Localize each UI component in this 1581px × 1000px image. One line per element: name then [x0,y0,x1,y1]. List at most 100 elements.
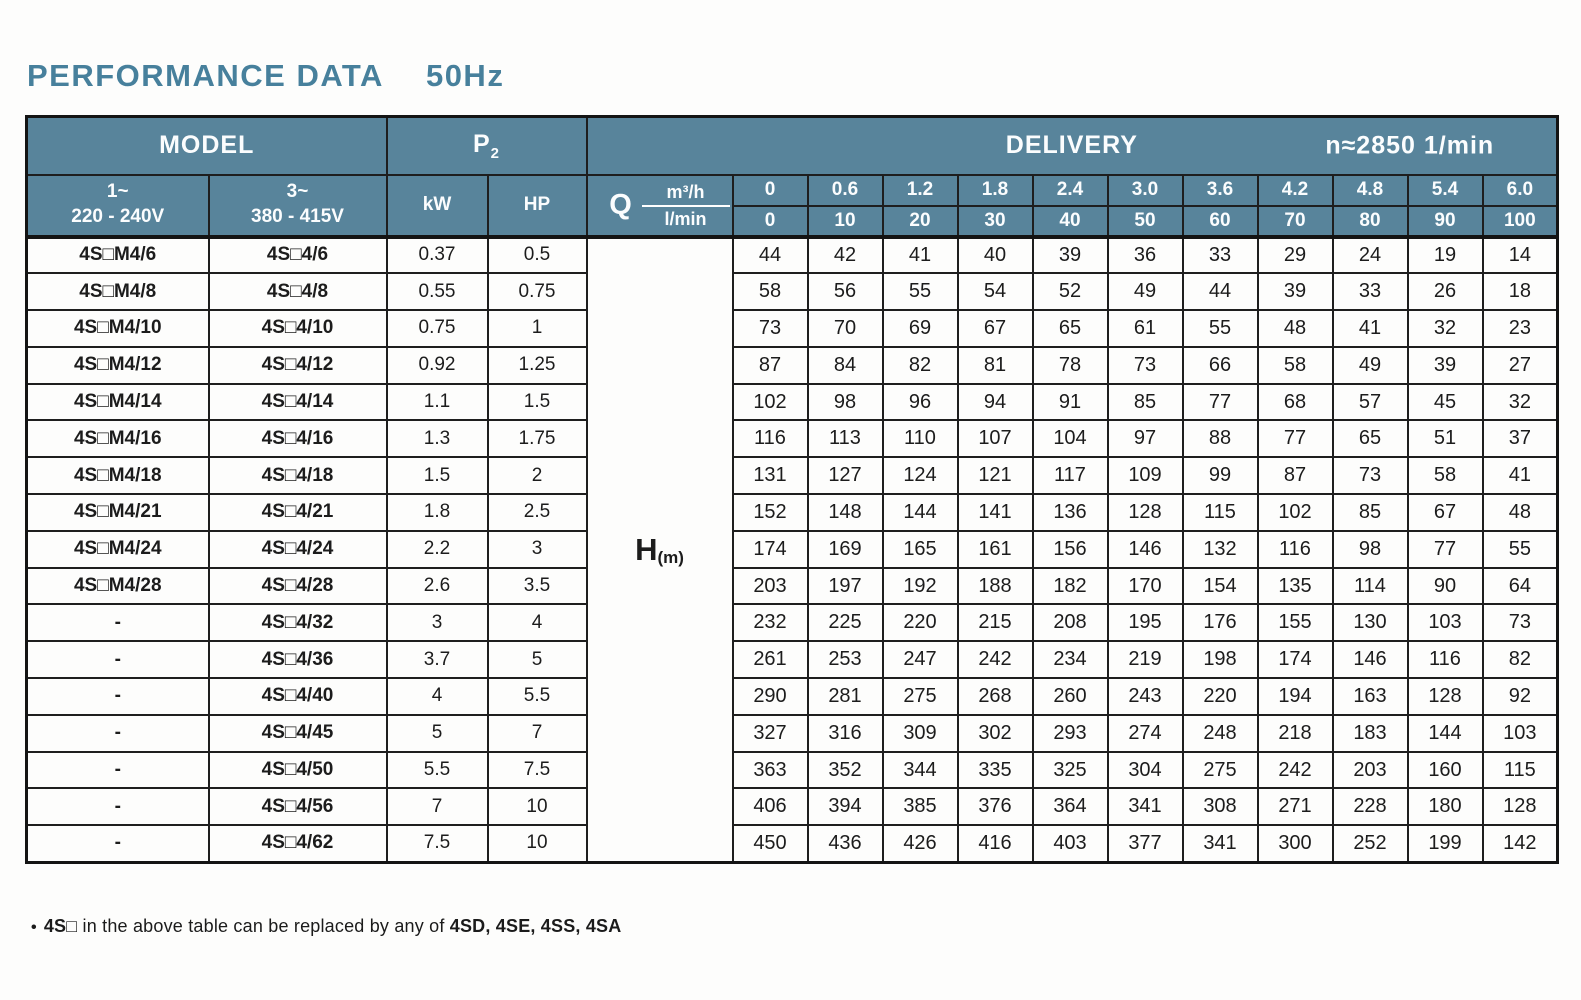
head-value-cell: 66 [1181,345,1259,385]
head-value-cell: 192 [881,566,959,606]
head-value-cell: 363 [731,750,809,790]
head-value-cell: 67 [956,309,1034,348]
kw-cell: 5 [385,713,489,753]
head-value-cell: 33 [1181,235,1259,275]
kw-cell: 0.92 [385,345,489,385]
head-value-cell: 155 [1256,603,1334,643]
head-value-cell: 18 [1481,272,1559,312]
head-value-cell: 99 [1181,456,1259,496]
head-value-cell: 169 [806,529,884,569]
hp-cell: 2.5 [486,493,588,532]
head-value-cell: 107 [956,419,1034,459]
kw-cell: 4 [385,677,489,716]
head-value-cell: 161 [956,529,1034,569]
kw-cell: 2.2 [385,529,489,569]
head-value-cell: 92 [1481,677,1559,716]
head-value-cell: 144 [881,493,959,532]
table-row: -4S□4/45 5 7 327 316 309 302 293 274 248 218 183 144… [25,713,1559,753]
head-value-cell: 275 [1181,750,1259,790]
head-value-cell: 300 [1256,824,1334,864]
kw-cell: 1.5 [385,456,489,496]
head-value-cell: 33 [1331,272,1409,312]
head-value-cell: 220 [1181,677,1259,716]
head-value-cell: 39 [1256,272,1334,312]
head-value-cell: 290 [731,677,809,716]
head-value-cell: 128 [1481,787,1559,827]
head-value-cell: 128 [1106,493,1184,532]
head-value-cell: 70 [806,309,884,348]
hp-cell: 1.25 [486,345,588,385]
head-value-cell: 281 [806,677,884,716]
model-three-phase-cell: 4S□4/18 [207,456,388,496]
head-value-cell: 274 [1106,713,1184,753]
head-value-cell: 302 [956,713,1034,753]
model-single-phase-cell: - [25,824,210,864]
footnote-models: 4SD, 4SE, 4SS, 4SA [449,916,622,936]
model-single-phase-cell: - [25,603,210,643]
head-value-cell: 135 [1256,566,1334,606]
head-value-cell: 121 [956,456,1034,496]
head-value-cell: 180 [1406,787,1484,827]
model-three-phase-cell: 4S□4/56 [207,787,388,827]
head-value-cell: 52 [1031,272,1109,312]
head-value-cell: 113 [806,419,884,459]
kw-cell: 2.6 [385,566,489,606]
delivery-lmin-col-10: 100 [1481,204,1559,239]
head-value-cell: 90 [1406,566,1484,606]
kw-cell: 7 [385,787,489,827]
kw-cell: 1.8 [385,493,489,532]
h-unit-label: (m) [657,547,684,567]
head-value-cell: 188 [956,566,1034,606]
hp-cell: 10 [486,824,588,864]
delivery-lmin-col-8: 80 [1331,204,1409,239]
head-value-cell: 48 [1481,493,1559,532]
bullet-icon: • [31,919,37,936]
hp-cell: 7.5 [486,750,588,790]
hp-cell: 0.5 [486,235,588,275]
head-value-cell: 40 [956,235,1034,275]
model-three-phase-cell: 4S□4/8 [207,272,388,312]
model-single-phase-cell: 4S□M4/16 [25,419,210,459]
head-value-cell: 82 [881,345,959,385]
head-value-cell: 98 [806,382,884,422]
head-value-cell: 124 [881,456,959,496]
head-value-cell: 110 [881,419,959,459]
head-value-cell: 94 [956,382,1034,422]
hp-cell: 3.5 [486,566,588,606]
head-value-cell: 195 [1106,603,1184,643]
head-value-cell: 154 [1181,566,1259,606]
hp-cell: 7 [486,713,588,753]
head-value-cell: 68 [1256,382,1334,422]
model-single-phase-cell: - [25,750,210,790]
head-value-cell: 84 [806,345,884,385]
head-value-cell: 55 [1181,309,1259,348]
model-three-phase-cell: 4S□4/50 [207,750,388,790]
model-three-phase-cell: 4S□4/32 [207,603,388,643]
head-value-cell: 73 [1106,345,1184,385]
performance-table: MODEL P2 DELIVERY n≈2850 1/min 1~ 220 - … [25,115,1560,864]
page-title: PERFORMANCE DATA 50Hz [27,58,504,94]
model-three-phase-cell: 4S□4/40 [207,677,388,716]
q-label: Q [609,188,632,221]
hp-cell: 0.75 [486,272,588,312]
table-row: 4S□M4/12 4S□4/12 0.92 1.25 87 84 82 81 78 73 66 58 4… [25,345,1559,385]
head-value-cell: 385 [881,787,959,827]
head-value-cell: 141 [956,493,1034,532]
head-value-cell: 271 [1256,787,1334,827]
head-value-cell: 64 [1481,566,1559,606]
head-value-cell: 325 [1031,750,1109,790]
head-value-cell: 247 [881,640,959,680]
head-value-cell: 55 [881,272,959,312]
head-value-cell: 163 [1331,677,1409,716]
head-value-cell: 364 [1031,787,1109,827]
table-row: -4S□4/36 3.7 5 261 253 247 242 234 219 198 174 146 1… [25,640,1559,680]
head-value-cell: 243 [1106,677,1184,716]
head-value-cell: 61 [1106,309,1184,348]
delivery-m3h-col-9: 5.4 [1406,173,1484,207]
header-row-main: MODEL P2 DELIVERY n≈2850 1/min [25,115,1559,176]
head-value-cell: 309 [881,713,959,753]
head-value-cell: 253 [806,640,884,680]
head-value-cell: 197 [806,566,884,606]
head-value-cell: 26 [1406,272,1484,312]
head-value-cell: 426 [881,824,959,864]
